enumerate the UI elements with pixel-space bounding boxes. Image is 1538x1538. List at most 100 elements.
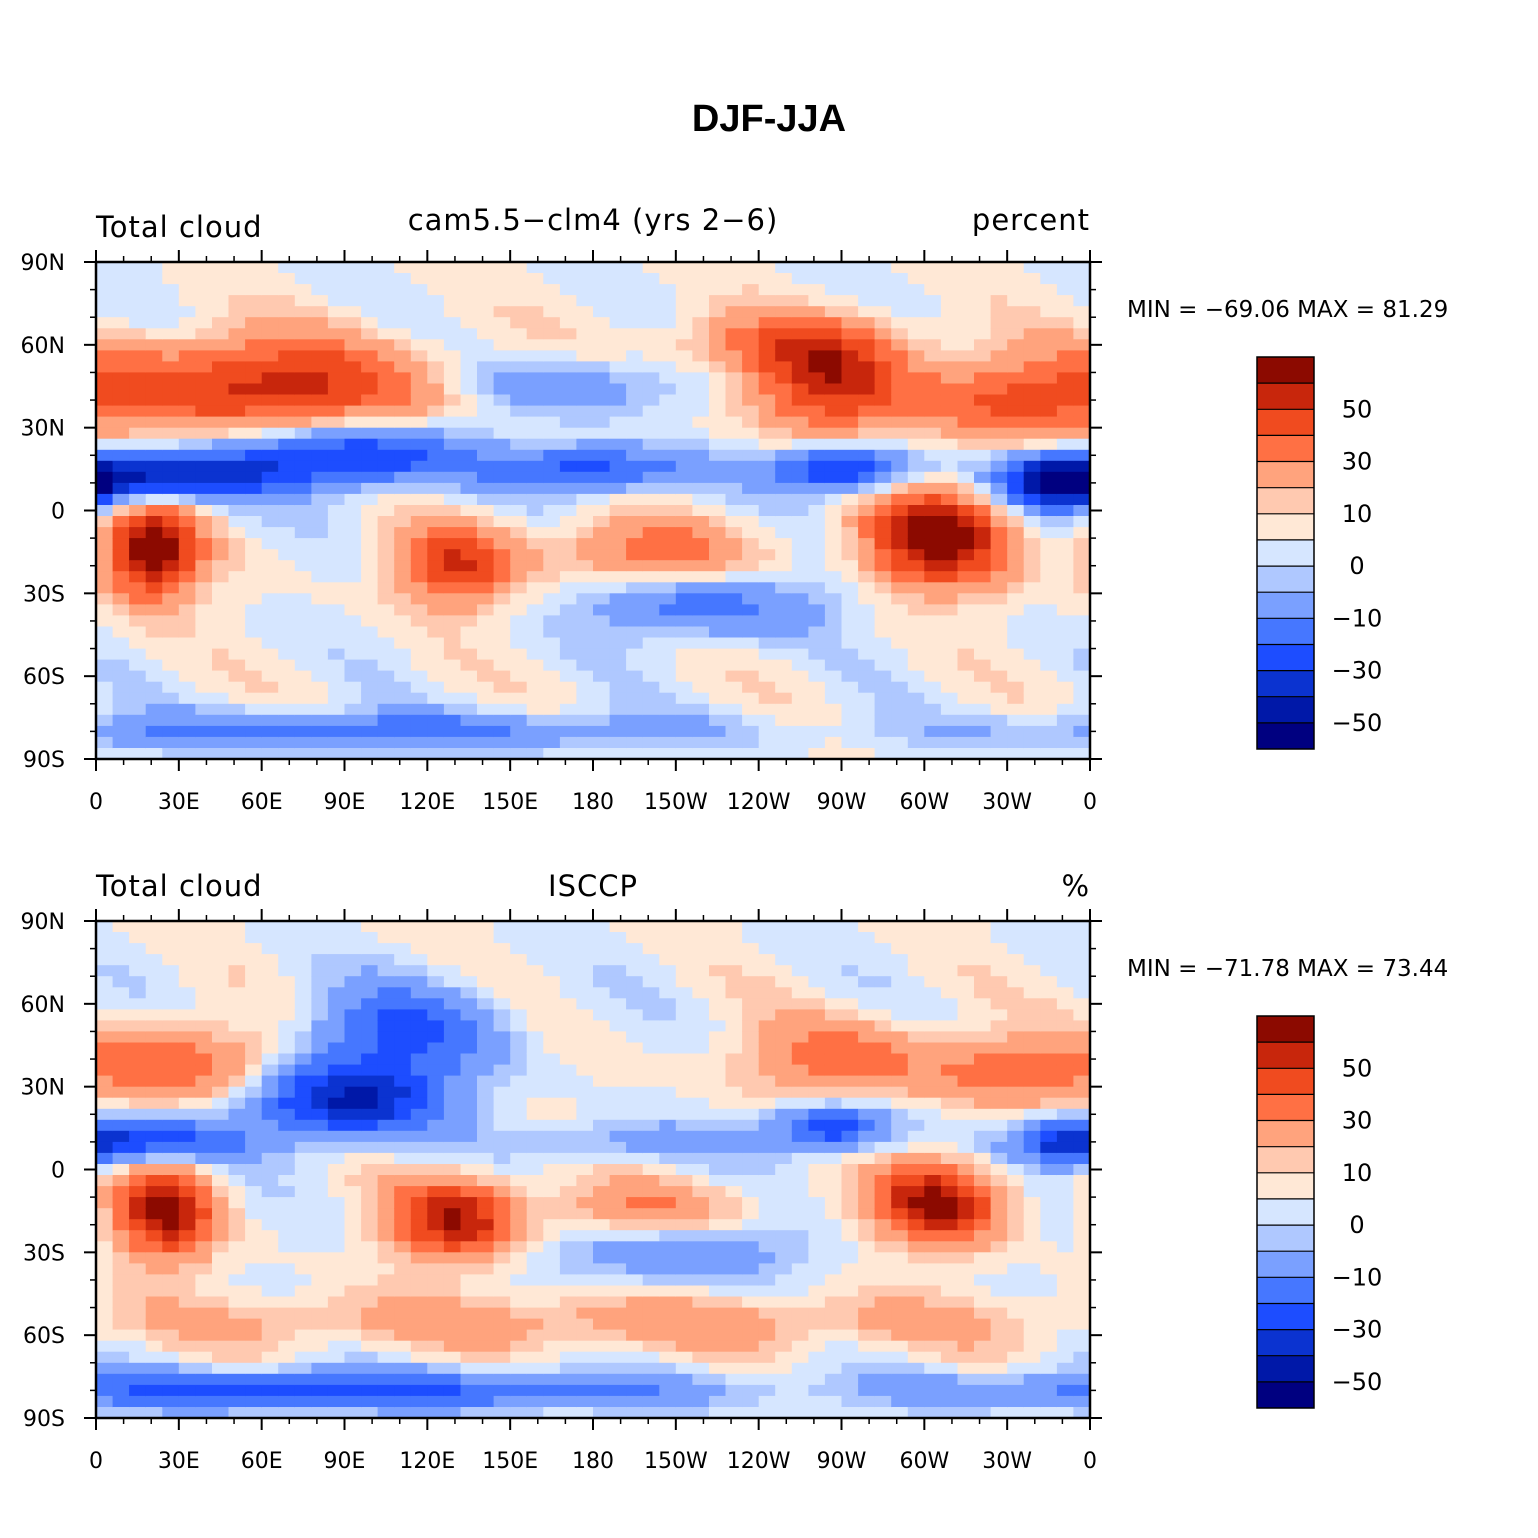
heatmap-cell: [212, 571, 230, 583]
heatmap-cell: [526, 604, 544, 616]
heatmap-cell: [195, 1031, 213, 1043]
heatmap-cell: [96, 998, 114, 1010]
heatmap-cell: [460, 538, 478, 550]
heatmap-cell: [1056, 571, 1075, 583]
heatmap-cell: [261, 383, 279, 396]
heatmap-cell: [344, 987, 362, 999]
heatmap-cell: [294, 1395, 312, 1408]
heatmap-cell: [327, 748, 346, 760]
heatmap-cell: [195, 998, 213, 1010]
heatmap-cell: [377, 1395, 395, 1408]
heatmap-cell: [924, 637, 942, 650]
heatmap-cell: [742, 306, 760, 318]
heatmap-cell: [659, 1141, 677, 1154]
heatmap-cell: [178, 1053, 196, 1066]
heatmap-cell: [377, 1164, 395, 1176]
heatmap-cell: [858, 1384, 876, 1397]
heatmap-cell: [692, 1119, 710, 1132]
heatmap-cell: [891, 471, 909, 484]
heatmap-cell: [278, 328, 296, 340]
heatmap-cell: [228, 1252, 246, 1264]
heatmap-cell: [824, 1020, 843, 1032]
heatmap-cell: [824, 626, 843, 639]
heatmap-cell: [311, 1141, 329, 1154]
heatmap-cell: [460, 273, 478, 285]
heatmap-cell: [559, 1086, 578, 1099]
heatmap-cell: [559, 306, 578, 318]
heatmap-cell: [377, 438, 395, 451]
heatmap-cell: [195, 582, 213, 594]
heatmap-cell: [1007, 692, 1025, 705]
heatmap-cell: [642, 361, 660, 373]
heatmap-cell: [96, 1307, 114, 1320]
heatmap-cell: [791, 921, 809, 933]
heatmap-cell: [212, 670, 230, 683]
heatmap-cell: [1007, 394, 1025, 407]
heatmap-cell: [477, 714, 495, 727]
heatmap-cell: [510, 1175, 528, 1187]
heatmap-cell: [427, 703, 445, 716]
heatmap-cell: [377, 538, 395, 550]
heatmap-cell: [195, 1164, 213, 1176]
heatmap-cell: [178, 1373, 196, 1386]
heatmap-cell: [1023, 582, 1041, 594]
heatmap-cell: [361, 493, 379, 506]
heatmap-cell: [775, 703, 793, 716]
heatmap-cell: [361, 350, 379, 362]
heatmap-cell: [427, 1108, 445, 1121]
heatmap-cell: [974, 438, 992, 451]
heatmap-cell: [162, 1318, 180, 1331]
heatmap-cell: [427, 1395, 445, 1408]
heatmap-cell: [212, 306, 230, 318]
heatmap-cell: [957, 648, 975, 661]
heatmap-cell: [725, 1296, 743, 1309]
heatmap-cell: [526, 317, 544, 329]
heatmap-cell: [709, 549, 727, 561]
heatmap-cell: [96, 1263, 114, 1275]
heatmap-cell: [526, 405, 544, 418]
heatmap-cell: [758, 350, 776, 362]
heatmap-cell: [162, 1329, 180, 1342]
heatmap-cell: [96, 361, 114, 373]
heatmap-cell: [824, 1141, 843, 1154]
heatmap-cell: [162, 1208, 180, 1220]
heatmap-cell: [178, 1009, 196, 1021]
heatmap-cell: [278, 273, 296, 285]
heatmap-cell: [145, 1263, 163, 1275]
heatmap-cell: [394, 998, 412, 1010]
heatmap-cell: [394, 350, 412, 362]
heatmap-cell: [427, 372, 445, 384]
heatmap-cell: [808, 987, 826, 999]
heatmap-cell: [891, 725, 909, 738]
heatmap-cell: [493, 1141, 511, 1154]
heatmap-cell: [278, 1219, 296, 1231]
heatmap-cell: [692, 1064, 710, 1077]
heatmap-cell: [940, 571, 959, 583]
heatmap-cell: [178, 1075, 196, 1088]
heatmap-cell: [642, 1407, 660, 1419]
heatmap-cell: [261, 372, 279, 384]
heatmap-cell: [758, 284, 776, 296]
heatmap-cell: [228, 505, 246, 517]
heatmap-cell: [543, 1407, 561, 1419]
heatmap-cell: [593, 1130, 611, 1143]
heatmap-cell: [129, 262, 147, 274]
heatmap-cell: [278, 1108, 296, 1121]
heatmap-cell: [361, 615, 379, 627]
heatmap-cell: [675, 306, 693, 318]
heatmap-cell: [294, 725, 312, 738]
heatmap-cell: [559, 921, 578, 933]
heatmap-cell: [609, 987, 627, 999]
heatmap-cell: [709, 976, 727, 988]
heatmap-cell: [410, 1042, 428, 1055]
heatmap-cell: [808, 460, 826, 473]
heatmap-cell: [311, 1031, 329, 1043]
heatmap-cell: [477, 1351, 495, 1364]
heatmap-cell: [626, 1252, 644, 1264]
heatmap-cell: [278, 1042, 296, 1055]
heatmap-cell: [907, 350, 925, 362]
heatmap-cell: [725, 1252, 743, 1264]
heatmap-cell: [675, 372, 693, 384]
heatmap-cell: [245, 361, 263, 373]
heatmap-cell: [294, 1318, 312, 1331]
